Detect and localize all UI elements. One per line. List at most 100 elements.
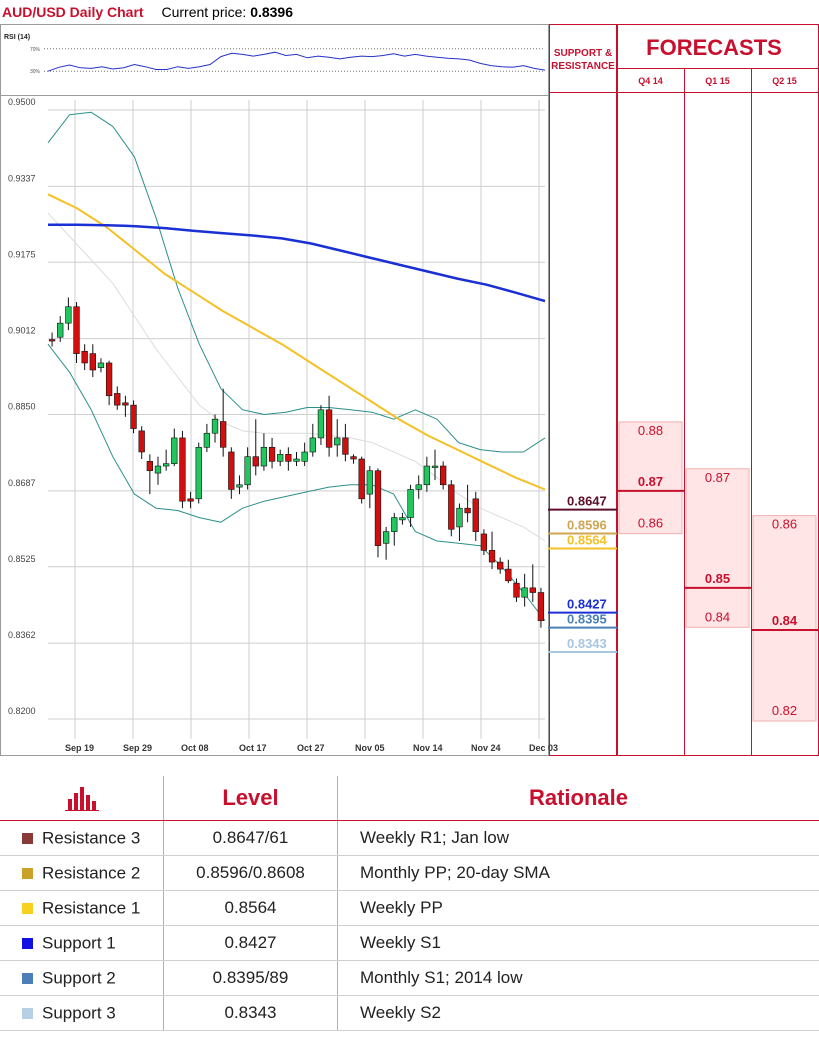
candle [456,503,463,541]
table-row: Resistance 3 0.8647/61 Weekly R1; Jan low [0,820,819,856]
candle-body [97,362,105,368]
candle [244,447,251,490]
candle-body [448,484,455,530]
candle [293,451,300,467]
level-color-swatch [22,972,33,984]
candle-body [472,498,479,532]
forecast-mid: 0.87 [638,474,663,489]
candle-body [407,489,414,518]
sr-title-line: SUPPORT & [554,48,612,59]
candle [57,316,64,342]
candle-body [521,587,528,598]
forecast-col-label: Q4 14 [638,76,663,86]
forecast-range-box [752,515,817,722]
candle-body [488,550,496,563]
forex-chart: RSI (14)70%30% 0.95000.93370.91750.90120… [0,24,819,756]
candles [48,297,545,628]
candle-body [391,517,398,532]
level-value: 0.8596/0.8608 [163,855,338,891]
y-tick-label: 0.8200 [8,706,36,716]
candle [399,512,406,525]
candle-body [423,465,431,486]
candle [260,433,268,471]
level-value: 0.8647/61 [163,820,338,856]
table-row: Support 3 0.8343 Weekly S2 [0,995,819,1031]
y-tick-label: 0.9500 [8,97,36,107]
candle [65,297,72,331]
y-tick-label: 0.8362 [8,630,36,640]
forecast-col-label: Q2 15 [772,76,797,86]
candle-body [456,507,463,528]
candle [179,430,186,509]
candle [325,395,333,457]
level-color-swatch [22,1007,33,1019]
candle [252,419,259,476]
candle [81,344,88,370]
x-tick-label: Nov 14 [413,743,443,753]
sr-level-value: 0.8564 [567,532,608,547]
level-value: 0.8343 [163,995,338,1031]
candle [220,388,227,457]
candle-body [277,454,284,462]
candle [309,423,316,457]
rationale-header-text: Rationale [528,785,629,810]
candle-body [440,465,447,486]
candle [334,419,341,457]
level-name-cell: Support 2 [0,960,164,996]
forecast-low: 0.86 [638,516,663,531]
candle-body [73,306,80,354]
candle [146,454,153,495]
candle-body [114,393,121,406]
price-label: Current price: [161,4,247,20]
sr-level-value: 0.8647 [567,494,607,509]
candle [464,484,471,523]
level-name: Support 2 [42,968,116,988]
sma-slow-line [48,223,546,303]
candle-body [431,465,439,468]
rsi-70-label: 70% [30,47,41,53]
y-tick-label: 0.8525 [8,554,36,564]
chart-header: AUD/USD Daily Chart Current price: 0.839… [0,0,293,24]
candle-body [203,432,211,448]
level-rationale: Weekly S2 [337,995,819,1031]
candle [537,587,545,628]
candle [48,332,56,347]
candle-body [480,533,488,551]
candle-body [220,421,227,448]
candle [497,557,504,574]
level-header: Level [163,776,338,821]
candle [97,358,105,373]
y-tick-label: 0.8687 [8,478,36,488]
candle-body [105,362,113,397]
candle [236,475,243,495]
candle-body [366,470,373,495]
y-tick-label: 0.9012 [8,326,36,336]
candle [122,395,129,417]
candle [105,360,113,406]
table-icon-cell [0,776,164,821]
candle-body [179,437,186,502]
candle-body [211,418,219,434]
bollinger-middle-line [47,212,546,542]
level-name-cell: Resistance 2 [0,855,164,891]
current-price: 0.8396 [250,4,294,20]
candle [162,449,170,471]
candle [382,526,390,560]
candle [431,449,439,481]
level-color-swatch [22,902,33,914]
sr-frame [549,24,617,756]
sr-level-value: 0.8427 [567,597,607,612]
chart-title: AUD/USD Daily Chart [2,4,144,20]
sr-level-value: 0.8596 [567,517,607,532]
candle-body [154,465,162,474]
level-name: Support 3 [42,1003,116,1023]
bollinger-upper-line [47,111,546,453]
level-color-swatch [22,937,33,949]
indicators [47,111,546,621]
x-tick-label: Nov 24 [471,743,501,753]
candle-body [65,306,72,324]
candle [391,512,398,546]
level-name-cell: Support 1 [0,925,164,961]
candle-body [309,437,316,453]
